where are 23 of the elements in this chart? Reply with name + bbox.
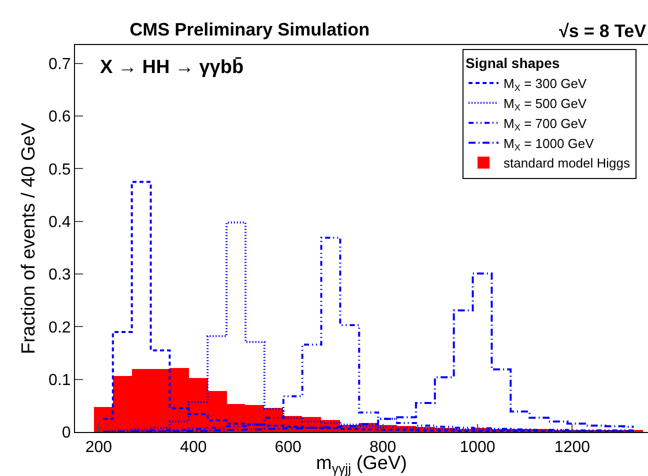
- legend-label: M$_{X}$ = 300 GeV: [504, 76, 587, 93]
- legend-label: standard model Higgs: [504, 156, 630, 171]
- chart-title: CMS Preliminary Simulation: [130, 20, 370, 40]
- x-tick-label: 600: [274, 439, 302, 456]
- legend-label: M$_{X}$ = 500 GeV: [504, 96, 587, 113]
- legend-title: Signal shapes: [466, 55, 560, 72]
- y-tick-label: 0: [62, 424, 71, 442]
- y-tick-label: 0.4: [48, 214, 71, 231]
- text: √s = 8 TeV: [559, 21, 646, 41]
- x-tick-label: 400: [180, 439, 207, 456]
- y-tick-label: 0.5: [48, 161, 71, 178]
- x-tick-label: 1000: [460, 439, 496, 456]
- y-tick-label: 0.6: [48, 108, 71, 126]
- legend-label: M$_{X}$ = 1000 GeV: [504, 136, 594, 153]
- x-tick-label: 200: [85, 439, 112, 456]
- y-axis-title: Fraction of events / 40 GeV: [18, 122, 40, 354]
- y-tick-label: 0.3: [48, 266, 71, 284]
- y-tick-label: 0.2: [48, 319, 71, 336]
- annotation: X → HH → γγbb̄: [100, 57, 244, 78]
- y-tick-label: 0.7: [48, 56, 71, 74]
- x-tick-label: 1200: [554, 439, 590, 456]
- legend-label: M$_{X}$ = 700 GeV: [504, 116, 587, 133]
- y-tick-label: 0.1: [48, 372, 71, 389]
